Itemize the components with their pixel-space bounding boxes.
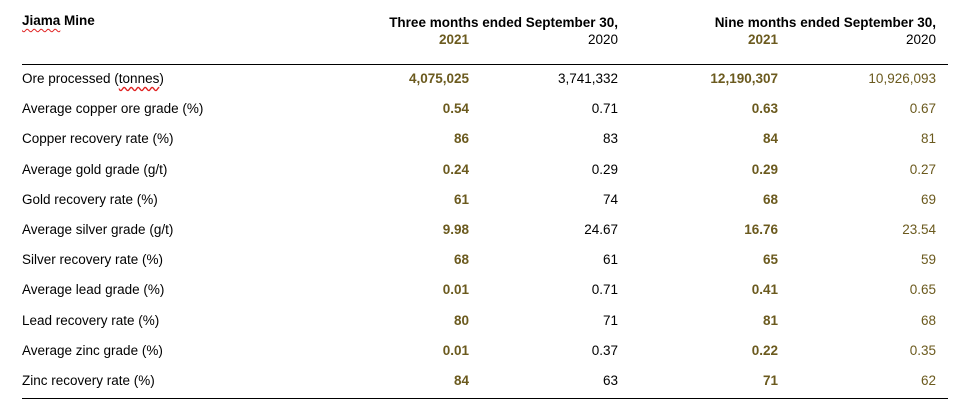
table-row: Average lead grade (%) 0.01 0.71 0.41 0.65 xyxy=(22,279,948,309)
table-row: Copper recovery rate (%) 86 83 84 81 xyxy=(22,128,948,158)
row-label: Ore processed (tonnes) xyxy=(22,71,164,86)
value-nine-2021: 65 xyxy=(762,252,778,268)
value-nine-2020: 0.65 xyxy=(909,282,936,298)
bottom-divider xyxy=(22,398,948,399)
row-label: Average zinc grade (%) xyxy=(22,342,163,358)
table-row: Average zinc grade (%) 0.01 0.37 0.22 0.35 xyxy=(22,340,948,370)
table-row: Ore processed (tonnes) 4,075,025 3,741,332… xyxy=(22,68,948,98)
year-nine-2021: 2021 xyxy=(747,32,778,47)
value-three-2021: 0.24 xyxy=(442,161,469,177)
value-three-2020: 24.67 xyxy=(584,221,618,237)
table-row: Average silver grade (g/t) 9.98 24.67 16.76… xyxy=(22,219,948,249)
value-nine-2020: 23.54 xyxy=(902,221,936,237)
value-three-2020: 83 xyxy=(602,131,618,147)
value-nine-2021: 68 xyxy=(762,191,778,207)
value-nine-2020: 62 xyxy=(920,372,936,388)
value-three-2020: 61 xyxy=(602,252,618,268)
header-divider xyxy=(22,64,948,65)
value-three-2021: 4,075,025 xyxy=(408,71,469,86)
value-nine-2020: 0.35 xyxy=(909,342,936,358)
value-nine-2021: 0.41 xyxy=(751,282,778,298)
title-suffix: Mine xyxy=(60,13,95,28)
row-label: Zinc recovery rate (%) xyxy=(22,372,155,388)
table-title: Jiama Mine xyxy=(22,13,95,28)
value-three-2020: 0.37 xyxy=(591,342,618,358)
value-nine-2020: 0.27 xyxy=(909,161,936,177)
value-nine-2021: 71 xyxy=(762,372,778,388)
value-three-2021: 68 xyxy=(453,252,469,268)
value-nine-2021: 12,190,307 xyxy=(710,71,778,86)
three-months-header: Three months ended September 30, xyxy=(389,15,618,30)
row-label: Average lead grade (%) xyxy=(22,282,165,298)
table-row: Gold recovery rate (%) 61 74 68 69 xyxy=(22,189,948,219)
value-nine-2020: 81 xyxy=(920,131,936,147)
value-three-2020: 74 xyxy=(602,191,618,207)
value-nine-2021: 0.63 xyxy=(751,101,778,117)
value-nine-2021: 84 xyxy=(762,131,778,147)
row-label: Average gold grade (g/t) xyxy=(22,161,168,177)
table-header: Jiama Mine Three months ended September … xyxy=(22,0,948,64)
year-nine-2020: 2020 xyxy=(905,32,936,47)
value-three-2020: 0.71 xyxy=(591,282,618,298)
table-row: Silver recovery rate (%) 68 61 65 59 xyxy=(22,249,948,279)
table-row: Lead recovery rate (%) 80 71 81 68 xyxy=(22,310,948,340)
value-nine-2021: 16.76 xyxy=(744,221,778,237)
value-three-2020: 71 xyxy=(602,312,618,328)
value-nine-2021: 81 xyxy=(762,312,778,328)
value-three-2021: 9.98 xyxy=(442,221,469,237)
value-three-2021: 0.54 xyxy=(442,101,469,117)
year-three-2021: 2021 xyxy=(438,32,469,47)
title-mine-name: Jiama xyxy=(22,13,61,28)
row-label: Lead recovery rate (%) xyxy=(22,312,160,328)
value-three-2021: 61 xyxy=(453,191,469,207)
value-nine-2021: 0.22 xyxy=(751,342,778,358)
value-nine-2020: 10,926,093 xyxy=(868,71,936,86)
value-nine-2020: 69 xyxy=(920,191,936,207)
value-three-2020: 63 xyxy=(602,372,618,388)
table-row: Average gold grade (g/t) 0.24 0.29 0.29 0.27 xyxy=(22,159,948,189)
value-three-2021: 84 xyxy=(453,372,469,388)
value-nine-2020: 59 xyxy=(920,252,936,268)
row-label: Gold recovery rate (%) xyxy=(22,191,158,207)
value-three-2020: 3,741,332 xyxy=(557,71,618,86)
row-label: Average copper ore grade (%) xyxy=(22,101,204,117)
value-three-2020: 0.71 xyxy=(591,101,618,117)
row-label: Average silver grade (g/t) xyxy=(22,221,174,237)
spellcheck-word: tonnes xyxy=(118,71,160,86)
production-table: Jiama Mine Three months ended September … xyxy=(22,0,948,399)
value-three-2021: 86 xyxy=(453,131,469,147)
value-nine-2021: 0.29 xyxy=(751,161,778,177)
table-row: Zinc recovery rate (%) 84 63 71 62 xyxy=(22,370,948,400)
table-row: Average copper ore grade (%) 0.54 0.71 0.63… xyxy=(22,98,948,128)
nine-months-header: Nine months ended September 30, xyxy=(714,15,936,30)
value-three-2021: 0.01 xyxy=(442,282,469,298)
value-three-2021: 80 xyxy=(453,312,469,328)
value-three-2020: 0.29 xyxy=(591,161,618,177)
value-nine-2020: 0.67 xyxy=(909,101,936,117)
table-body: Ore processed (tonnes) 4,075,025 3,741,332… xyxy=(22,68,948,400)
row-label: Copper recovery rate (%) xyxy=(22,131,174,147)
value-nine-2020: 68 xyxy=(920,312,936,328)
value-three-2021: 0.01 xyxy=(442,342,469,358)
year-three-2020: 2020 xyxy=(587,32,618,47)
row-label: Silver recovery rate (%) xyxy=(22,252,164,268)
